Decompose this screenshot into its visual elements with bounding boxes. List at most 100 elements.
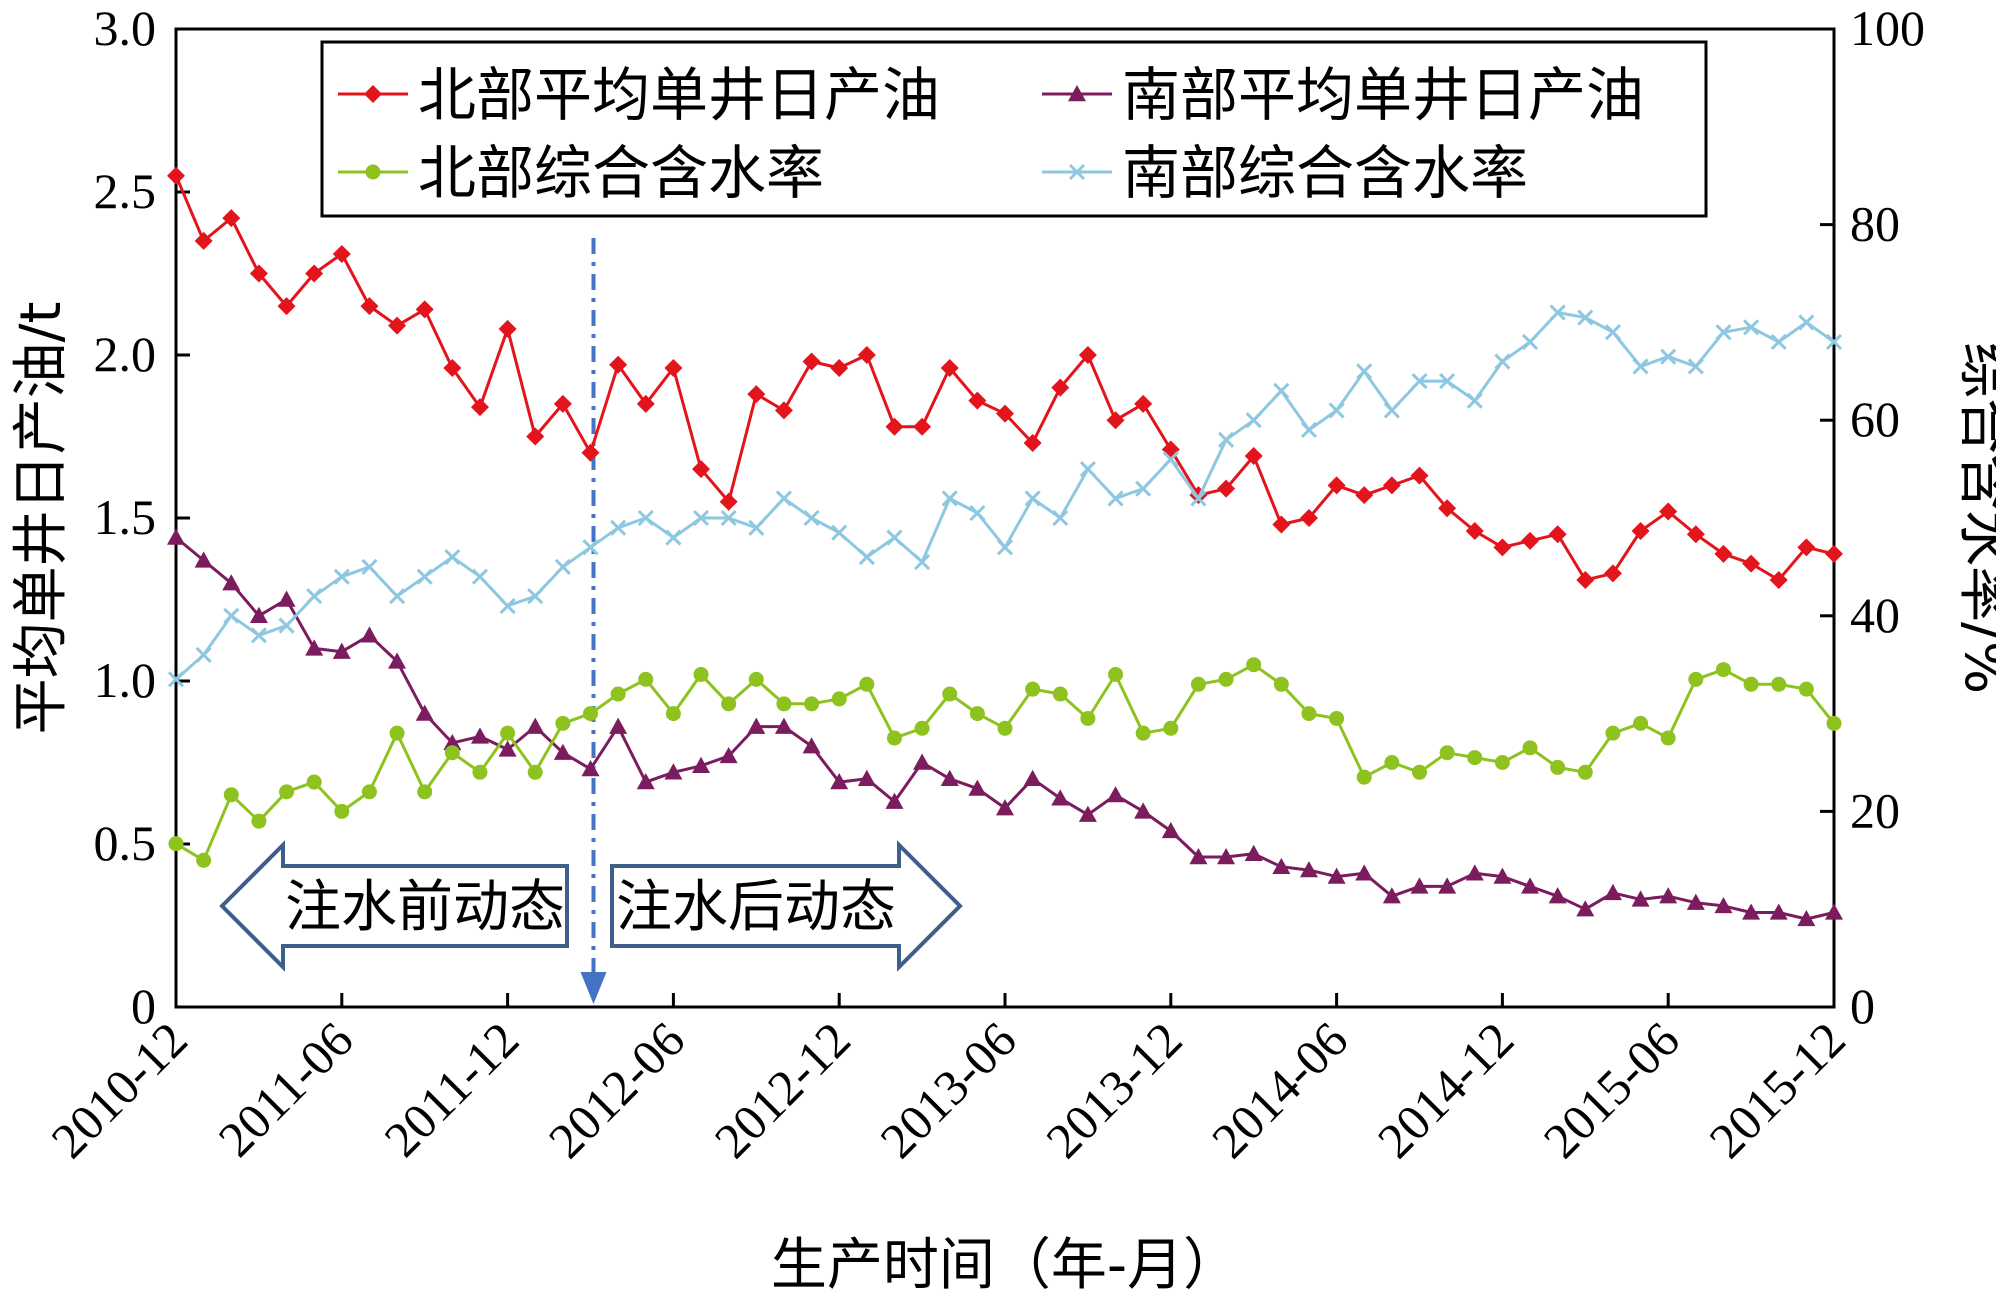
- data-point-south-watercut: [1135, 480, 1152, 497]
- data-point-south-oil: [1410, 877, 1429, 894]
- x-axis-title: 生产时间（年-月）: [771, 1233, 1239, 1298]
- data-point-south-watercut: [1743, 319, 1760, 336]
- data-point-north-watercut: [1273, 676, 1289, 692]
- data-point-south-oil: [1631, 890, 1650, 907]
- data-point-south-watercut: [610, 519, 627, 536]
- data-point-south-watercut: [444, 549, 461, 566]
- data-point-north-watercut: [1052, 686, 1068, 702]
- data-point-south-watercut: [692, 509, 710, 527]
- marker-arrowhead: [580, 972, 607, 1004]
- data-point-north-watercut: [1688, 671, 1704, 687]
- data-point-north-watercut: [776, 696, 792, 712]
- data-point-north-oil: [1438, 499, 1457, 518]
- data-point-south-oil: [167, 528, 185, 545]
- data-point-north-oil: [774, 401, 793, 420]
- data-point-north-oil: [1465, 522, 1484, 541]
- data-point-north-oil: [1742, 554, 1761, 573]
- data-point-north-watercut: [1218, 671, 1234, 687]
- data-point-south-watercut: [1383, 402, 1400, 419]
- legend-entry-north-watercut: 北部综合含水率: [338, 139, 824, 207]
- series-south-oil: [167, 528, 1843, 927]
- data-point-north-oil: [1797, 538, 1816, 557]
- data-point-north-watercut: [417, 784, 433, 800]
- data-point-north-oil: [305, 264, 324, 283]
- data-point-north-watercut: [1467, 750, 1483, 766]
- series-line-south-watercut: [175, 311, 1835, 681]
- right-y-tick-label: 0: [1850, 978, 1875, 1034]
- data-point-north-oil: [1631, 522, 1650, 541]
- data-point-north-watercut: [1522, 740, 1538, 756]
- data-point-south-oil: [1106, 786, 1125, 803]
- data-point-south-oil: [249, 606, 268, 623]
- data-point-north-oil: [167, 166, 185, 185]
- data-point-north-watercut: [444, 745, 460, 761]
- after-injection-arrow: 注水后动态: [610, 840, 963, 972]
- data-point-north-watercut: [1384, 755, 1400, 770]
- data-point-south-watercut: [306, 588, 323, 605]
- data-point-south-oil: [968, 779, 987, 796]
- data-point-south-watercut: [361, 558, 378, 575]
- data-point-north-watercut: [1163, 720, 1179, 736]
- data-point-south-oil: [1382, 887, 1401, 904]
- left-axis-title: 平均单井日产油/t: [9, 302, 74, 735]
- data-point-north-oil: [443, 359, 462, 378]
- data-point-north-watercut: [969, 706, 985, 722]
- data-point-south-watercut: [1162, 451, 1179, 468]
- data-point-north-oil: [1769, 570, 1788, 589]
- data-point-north-oil: [194, 231, 213, 250]
- data-point-south-watercut: [1715, 324, 1732, 341]
- data-point-south-watercut: [637, 509, 654, 527]
- data-point-south-watercut: [1549, 304, 1566, 321]
- data-point-south-oil: [360, 626, 379, 643]
- data-point-south-watercut: [831, 524, 848, 541]
- data-point-south-oil: [553, 743, 572, 760]
- data-point-north-watercut: [251, 813, 267, 829]
- data-point-south-oil: [1603, 883, 1622, 901]
- data-point-north-oil: [830, 359, 849, 378]
- data-point-north-watercut: [500, 725, 516, 741]
- data-point-north-watercut: [1660, 730, 1676, 746]
- data-point-south-watercut: [554, 558, 571, 575]
- data-point-north-oil: [498, 319, 517, 338]
- data-point-north-oil: [1299, 509, 1318, 527]
- data-point-south-watercut: [969, 505, 986, 522]
- data-point-north-oil: [1521, 531, 1540, 550]
- data-point-south-watercut: [803, 509, 820, 527]
- data-point-south-watercut: [471, 568, 489, 585]
- data-point-north-watercut: [859, 676, 875, 692]
- data-point-north-watercut: [555, 715, 571, 731]
- legend-entry-south-watercut: 南部综合含水率: [1042, 139, 1528, 207]
- data-point-north-oil: [1493, 538, 1512, 557]
- data-point-north-watercut: [1743, 676, 1759, 692]
- after-injection-label: 注水后动态: [616, 875, 896, 940]
- data-point-north-oil: [1548, 525, 1567, 544]
- data-point-south-watercut: [941, 490, 958, 507]
- data-point-north-oil: [1576, 570, 1595, 589]
- data-point-south-oil: [940, 769, 959, 786]
- data-point-north-watercut: [1301, 706, 1317, 722]
- data-point-north-oil: [719, 492, 738, 511]
- data-point-south-oil: [1355, 864, 1374, 881]
- data-point-north-watercut: [693, 666, 709, 682]
- data-point-north-oil: [277, 297, 296, 316]
- data-point-north-watercut: [168, 836, 184, 852]
- data-point-north-oil: [1078, 346, 1097, 364]
- x-axis: 2010-12 2011-06 2011-12 2012-06 2012-12 2013-…: [40, 993, 1856, 1169]
- data-point-south-oil: [415, 704, 434, 721]
- data-point-north-watercut: [196, 852, 212, 868]
- data-point-north-oil: [857, 346, 876, 364]
- data-point-south-oil: [1299, 861, 1318, 878]
- right-axis-title: 综合含水率/%: [1952, 342, 1996, 694]
- data-point-south-watercut: [1494, 353, 1511, 370]
- data-point-north-oil: [526, 427, 545, 446]
- data-point-north-oil: [332, 244, 351, 263]
- data-point-south-watercut: [278, 617, 295, 634]
- data-point-north-watercut: [942, 686, 958, 702]
- data-point-north-oil: [968, 391, 987, 410]
- legend-label-south-watercut: 南部综合含水率: [1122, 139, 1528, 207]
- data-point-north-watercut: [831, 691, 847, 707]
- data-point-south-watercut: [1079, 461, 1096, 478]
- data-point-south-oil: [609, 717, 628, 734]
- before-injection-label: 注水前动态: [285, 875, 565, 940]
